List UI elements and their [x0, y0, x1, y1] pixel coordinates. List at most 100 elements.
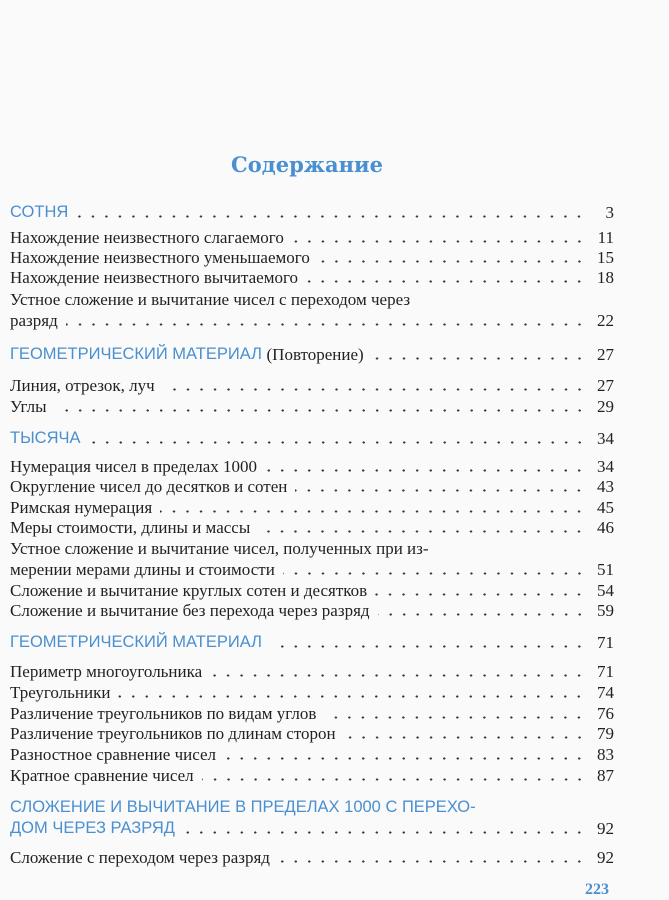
toc-entry: Периметр многоугольника 71 [10, 661, 614, 682]
toc-entry: Сложение и вычитание без перехода через … [10, 600, 614, 621]
toc-entry: Кратное сравнение чисел 87 [10, 765, 614, 786]
toc-page: 18 [597, 268, 614, 287]
dot-leader [54, 409, 586, 412]
toc-entry: Нахождение неизвестного уменьшаемого 15 [10, 247, 614, 268]
toc-section: СОТНЯ 3 [10, 202, 614, 223]
dot-leader [258, 530, 586, 533]
dot-leader [265, 469, 586, 472]
toc-label: мерении мерами длины и стоимости [10, 560, 275, 579]
toc-page: 92 [597, 848, 614, 867]
dot-leader [306, 280, 586, 283]
dot-leader [162, 388, 586, 391]
toc-label: Периметр многоугольника [10, 662, 203, 681]
toc-label: ГЕОМЕТРИЧЕСКИЙ МАТЕРИАЛ [10, 633, 262, 651]
toc-label: Сложение с переходом через разряд [10, 848, 270, 867]
toc-entry: Различение треугольников по длинам сторо… [10, 723, 614, 744]
toc-label: СОТНЯ [10, 203, 69, 221]
toc-label: Кратное сравнение чисел [10, 766, 194, 785]
toc-page: 51 [597, 560, 614, 579]
toc-entry-line1: СЛОЖЕНИЕ И ВЫЧИТАНИЕ В ПРЕДЕЛАХ 1000 С П… [10, 798, 476, 816]
dot-leader [224, 757, 586, 760]
toc-label: разряд [10, 311, 58, 330]
toc-entry: Нахождение неизвестного вычитаемого 18 [10, 267, 614, 288]
toc-section: ДОМ ЧЕРЕЗ РАЗРЯД 92 [10, 818, 614, 839]
toc-page: 87 [597, 766, 614, 785]
dot-leader [291, 240, 586, 243]
dot-leader [371, 357, 586, 360]
toc-page: 71 [597, 633, 614, 652]
toc-page: 3 [605, 203, 615, 222]
toc-page: 79 [597, 724, 614, 743]
toc-page: 11 [597, 228, 614, 247]
dot-leader [295, 489, 586, 492]
toc-entry: Различение треугольников по видам углов 7… [10, 703, 614, 724]
dot-leader [182, 831, 586, 834]
toc-label: Римская нумерация [10, 498, 153, 517]
toc-entry-line1: Устное сложение и вычитание чисел с пере… [10, 290, 411, 309]
toc-label: Различение треугольников по длинам сторо… [10, 724, 336, 743]
page-title: Содержание [231, 152, 383, 177]
toc-note: (Повторение) [266, 345, 364, 364]
toc-label: Нумерация чисел в пределах 1000 [10, 457, 258, 476]
toc-entry: Сложение и вычитание круглых сотен и дес… [10, 580, 614, 601]
dot-leader [277, 860, 586, 863]
dot-leader [88, 441, 586, 444]
toc-page: 22 [597, 311, 614, 330]
toc-section: ГЕОМЕТРИЧЕСКИЙ МАТЕРИАЛ 71 [10, 632, 614, 653]
toc-section: ГЕОМЕТРИЧЕСКИЙ МАТЕРИАЛ (Повторение) 27 [10, 344, 614, 365]
toc-entry: Треугольники 74 [10, 682, 614, 703]
toc-section: ТЫСЯЧА 34 [10, 428, 614, 449]
toc-page: 74 [597, 683, 614, 702]
toc-label: Нахождение неизвестного уменьшаемого [10, 248, 310, 267]
toc-entry: Сложение с переходом через разряд 92 [10, 847, 614, 868]
toc-entry: мерении мерами длины и стоимости 51 [10, 559, 614, 580]
toc-label: Сложение и вычитание без перехода через … [10, 601, 370, 620]
toc-label: Углы [10, 397, 47, 416]
toc-label: Округление чисел до десятков и сотен [10, 477, 288, 496]
toc-page: 15 [597, 248, 614, 267]
dot-leader [201, 778, 586, 781]
toc-label: ГЕОМЕТРИЧЕСКИЙ МАТЕРИАЛ [10, 345, 262, 363]
toc-label: Разностное сравнение чисел [10, 745, 216, 764]
toc-label: ТЫСЯЧА [10, 429, 81, 447]
toc-label: Линия, отрезок, луч [10, 376, 155, 395]
toc-entry: Нумерация чисел в пределах 1000 34 [10, 456, 614, 477]
toc-entry: Меры стоимости, длины и массы 46 [10, 517, 614, 538]
dot-leader [118, 695, 586, 698]
toc-page: 59 [597, 601, 614, 620]
toc-entry: Разностное сравнение чисел 83 [10, 744, 614, 765]
toc-entry: Округление чисел до десятков и сотен 43 [10, 476, 614, 497]
toc-label: Различение треугольников по видам углов [10, 704, 317, 723]
toc-entry: Углы 29 [10, 396, 614, 417]
toc-entry: Линия, отрезок, луч 27 [10, 375, 614, 396]
toc-page: 46 [597, 518, 614, 537]
toc-entry: Нахождение неизвестного слагаемого 11 [10, 227, 614, 248]
toc-entry-line1: Устное сложение и вычитание чисел, получ… [10, 539, 429, 558]
toc-page: 29 [597, 397, 614, 416]
dot-leader [269, 645, 586, 648]
toc-page: 27 [597, 345, 614, 364]
dot-leader [160, 510, 586, 513]
dot-leader [76, 215, 586, 218]
toc-page: 45 [597, 498, 614, 517]
toc-page: 83 [597, 745, 614, 764]
dot-leader [65, 323, 586, 326]
dot-leader [375, 593, 586, 596]
page-number: 223 [585, 881, 609, 898]
toc-page: 34 [597, 429, 614, 448]
toc-entry: Римская нумерация 45 [10, 497, 614, 518]
dot-leader [343, 736, 586, 739]
dot-leader [282, 572, 586, 575]
toc-entry: разряд 22 [10, 310, 614, 331]
toc-page: 34 [597, 457, 614, 476]
toc-page: 27 [597, 376, 614, 395]
toc-page: 76 [597, 704, 614, 723]
dot-leader [324, 716, 586, 719]
toc-page: 71 [597, 662, 614, 681]
toc-label: Сложение и вычитание круглых сотен и дес… [10, 581, 368, 600]
toc-label: ДОМ ЧЕРЕЗ РАЗРЯД [10, 819, 175, 837]
toc-page: 43 [597, 477, 614, 496]
toc-label: Меры стоимости, длины и массы [10, 518, 251, 537]
dot-leader [317, 260, 586, 263]
toc-label: Треугольники [10, 683, 111, 702]
